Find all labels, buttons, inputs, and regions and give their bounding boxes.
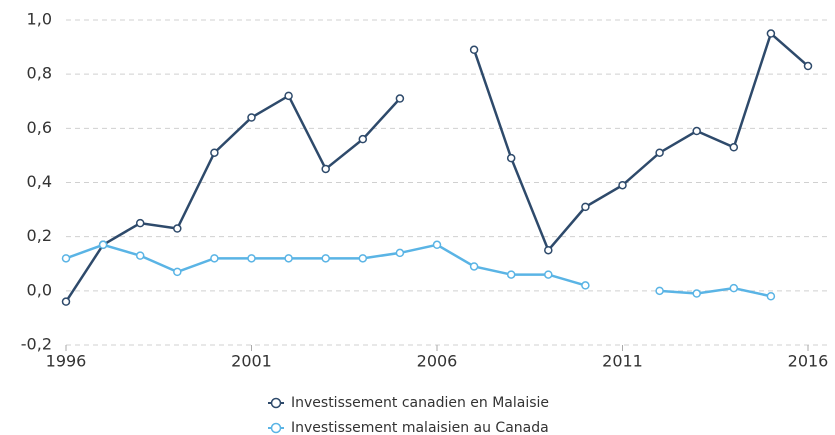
- point: [173, 224, 182, 233]
- point: [618, 180, 627, 190]
- point: [432, 240, 442, 250]
- point: [135, 218, 145, 228]
- y-tick-label: 0,8: [27, 64, 52, 83]
- legend-marker: [270, 397, 282, 409]
- point: [321, 164, 330, 174]
- point: [581, 281, 590, 290]
- point: [284, 91, 293, 101]
- point: [506, 153, 516, 163]
- point: [61, 254, 71, 263]
- x-tick-label: 2011: [602, 352, 643, 371]
- series-line: [64, 94, 401, 303]
- point: [395, 248, 405, 258]
- point: [358, 254, 368, 263]
- y-tick-label: 1,0: [27, 10, 52, 29]
- point: [321, 254, 330, 263]
- point: [766, 29, 776, 38]
- x-tick-label: 1996: [46, 352, 87, 371]
- series-line: [65, 243, 586, 287]
- point: [284, 254, 293, 263]
- x-tick-label: 2001: [231, 352, 272, 371]
- point: [544, 270, 553, 279]
- x-tick-label: 2006: [417, 352, 458, 371]
- point: [247, 254, 256, 263]
- point: [135, 251, 145, 260]
- point: [247, 113, 256, 122]
- point: [655, 286, 664, 296]
- y-tick-label: 0,4: [27, 172, 52, 191]
- series-line: [472, 31, 809, 253]
- legend-label: Investissement malaisien au Canada: [291, 420, 549, 435]
- point: [469, 262, 479, 271]
- point: [581, 202, 590, 212]
- point: [692, 126, 701, 136]
- point: [544, 245, 553, 255]
- point: [729, 283, 739, 293]
- y-tick-label: 0,6: [27, 118, 52, 137]
- point: [173, 267, 182, 277]
- y-tick-label: -0,2: [21, 335, 52, 354]
- series-line: [659, 286, 772, 298]
- point: [210, 254, 219, 263]
- point: [729, 143, 739, 152]
- point: [506, 270, 516, 279]
- point: [766, 292, 776, 301]
- legend-marker: [270, 422, 282, 434]
- point: [61, 297, 71, 306]
- point: [692, 289, 701, 298]
- y-tick-label: 0,2: [27, 226, 52, 245]
- x-tick-label: 2016: [788, 352, 829, 371]
- point: [803, 61, 813, 71]
- point: [210, 148, 219, 157]
- y-tick-label: 0,0: [27, 280, 52, 299]
- point: [98, 240, 108, 250]
- point: [655, 148, 664, 157]
- point: [358, 134, 368, 144]
- point: [395, 94, 405, 103]
- point: [469, 45, 479, 55]
- legend-label: Investissement canadien en Malaisie: [291, 395, 549, 411]
